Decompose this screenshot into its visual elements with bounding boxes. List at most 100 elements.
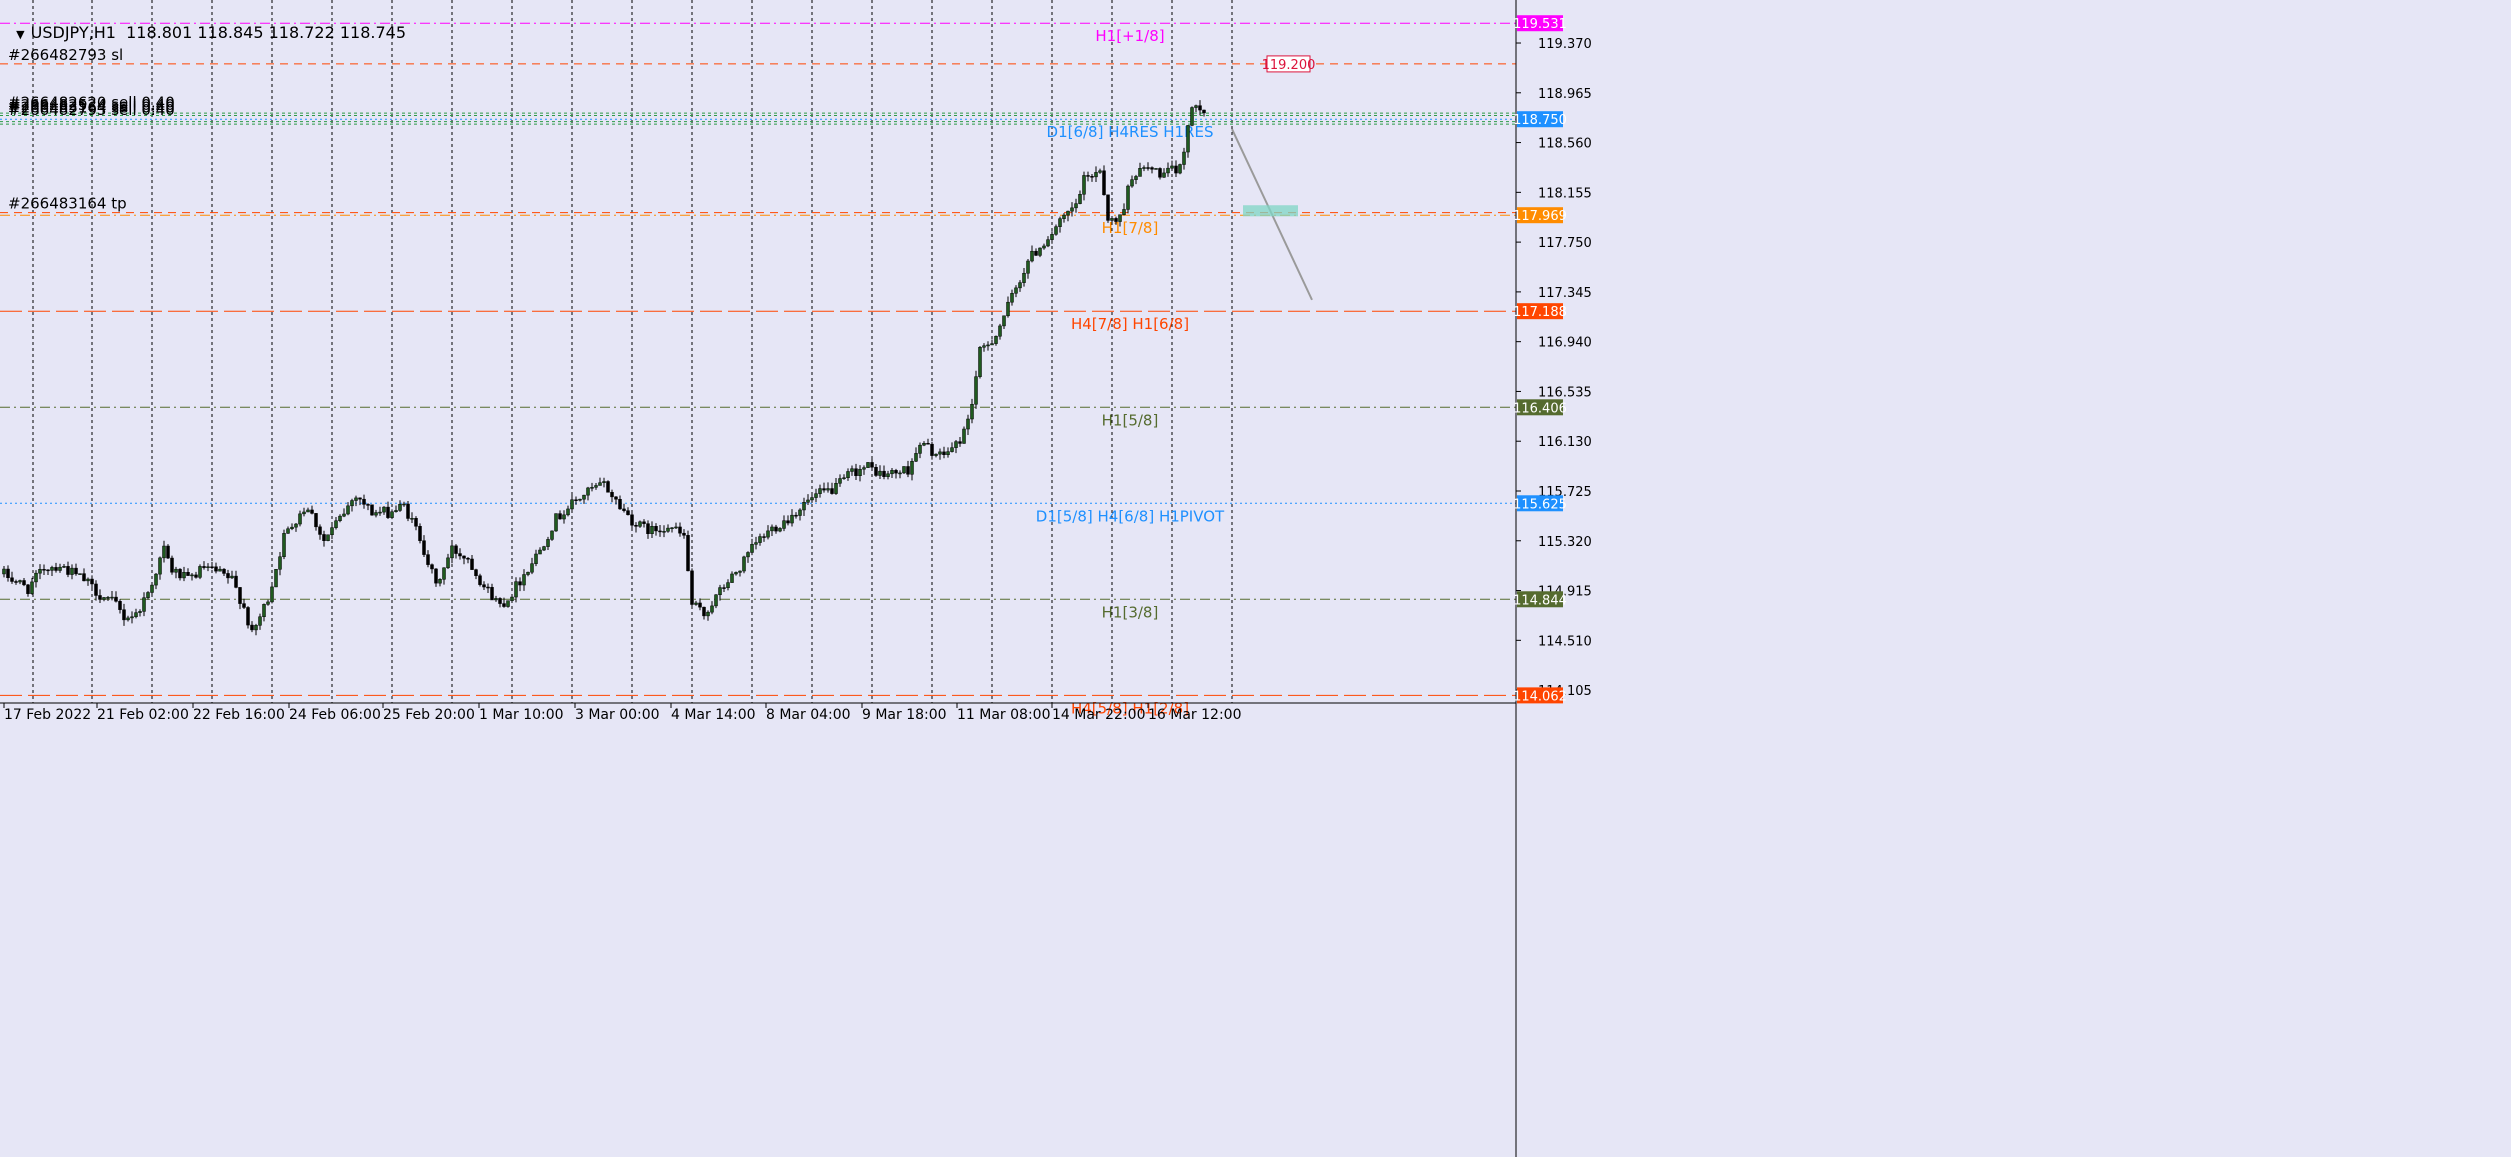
candle-body <box>730 573 734 583</box>
order-label: #266483164 sell 0.40 <box>8 99 175 117</box>
candle-body <box>122 609 126 621</box>
caret-down-icon[interactable]: ▼ <box>16 28 25 41</box>
candle-body <box>6 568 10 579</box>
candle-body <box>434 568 438 584</box>
level-label: H4[7/8] H1[6/8] <box>1071 315 1189 333</box>
level-label: #266483164 tp <box>8 195 127 213</box>
candle-body <box>1166 167 1170 174</box>
candle-body <box>690 570 694 605</box>
time-tick-label: 4 Mar 14:00 <box>671 707 756 723</box>
candle-body <box>438 579 442 584</box>
candle-body <box>1158 168 1162 178</box>
candle-body <box>542 546 546 551</box>
candle-body <box>918 444 922 454</box>
candle-body <box>1090 176 1094 178</box>
candle-body <box>146 592 150 598</box>
candle-body <box>922 443 926 446</box>
candle-body <box>466 557 470 560</box>
candle-body <box>1010 293 1014 303</box>
candle-body <box>862 467 866 470</box>
candle-body <box>962 428 966 444</box>
candle-body <box>994 335 998 344</box>
candle-body <box>846 471 850 478</box>
candle-body <box>54 567 58 571</box>
candle-body <box>134 612 138 618</box>
level-label: H4[5/8] H1[2/8] <box>1071 699 1189 717</box>
candle-body <box>938 451 942 455</box>
candle-body <box>638 521 642 527</box>
candle-body <box>718 587 722 596</box>
candle-body <box>498 598 502 604</box>
candle-body <box>2 568 6 575</box>
candle-body <box>1114 218 1118 222</box>
candle-body <box>854 468 858 476</box>
candle-body <box>22 580 26 586</box>
sl-price-box <box>1266 55 1311 73</box>
candle-body <box>394 510 398 513</box>
candle-body <box>470 558 474 570</box>
candle-body <box>1022 272 1026 283</box>
candle-body <box>858 468 862 476</box>
candle-body <box>362 498 366 505</box>
candle-body <box>70 567 74 575</box>
candle-body <box>1102 170 1106 196</box>
candle-body <box>526 571 530 575</box>
candle-body <box>442 567 446 580</box>
candle-body <box>202 566 206 568</box>
candle-body <box>770 526 774 532</box>
candle-body <box>1190 107 1194 126</box>
candle-body <box>554 513 558 532</box>
time-tick-label: 14 Mar 22:00 <box>1052 707 1145 723</box>
candle-body <box>1098 170 1102 173</box>
price-tick-label: 118.560 <box>1538 137 1592 152</box>
candle-body <box>742 556 746 572</box>
candle-body <box>518 581 522 586</box>
candle-body <box>1138 168 1142 177</box>
candle-body <box>530 563 534 573</box>
candle-body <box>1018 282 1022 289</box>
candle-body <box>162 545 166 559</box>
candle-body <box>926 443 930 445</box>
candle-body <box>126 617 130 621</box>
candle-body <box>154 573 158 586</box>
price-tick-label: 114.510 <box>1538 634 1592 649</box>
level-label: #266482793 sl <box>8 46 123 64</box>
candle-body <box>78 573 82 575</box>
time-tick-label: 24 Feb 06:00 <box>289 707 381 723</box>
candle-body <box>250 624 254 631</box>
candle-body <box>446 557 450 569</box>
candle-body <box>978 347 982 377</box>
candle-body <box>1058 218 1062 227</box>
candle-body <box>322 534 326 541</box>
candle-body <box>946 451 950 455</box>
candle-body <box>802 501 806 511</box>
candle-body <box>746 552 750 558</box>
candle-body <box>762 536 766 538</box>
price-badge <box>1517 303 1563 320</box>
candle-body <box>934 453 938 456</box>
order-label: #266482793 sell 0.40 <box>8 101 175 119</box>
candle-body <box>314 513 318 528</box>
candle-body <box>46 569 50 572</box>
candle-body <box>26 584 30 594</box>
price-tick-label: 116.535 <box>1538 385 1592 400</box>
candle-body <box>894 470 898 474</box>
candle-body <box>1014 287 1018 294</box>
candle-body <box>874 466 878 476</box>
candle-body <box>382 506 386 513</box>
candle-body <box>142 597 146 612</box>
candle-body <box>594 485 598 488</box>
candle-body <box>630 514 634 526</box>
price-tick-label: 117.345 <box>1538 286 1592 301</box>
candle-body <box>62 566 66 568</box>
chart-title[interactable]: ▼ USDJPY,H1 118.801 118.845 118.722 118.7… <box>6 4 406 42</box>
candle-body <box>722 587 726 589</box>
candle-body <box>626 510 630 516</box>
candle-body <box>658 530 662 533</box>
candle-body <box>822 488 826 491</box>
candle-body <box>14 581 18 583</box>
candle-body <box>478 575 482 585</box>
time-tick-label: 21 Feb 02:00 <box>97 707 189 723</box>
symbol-label: USDJPY,H1 <box>30 23 116 42</box>
